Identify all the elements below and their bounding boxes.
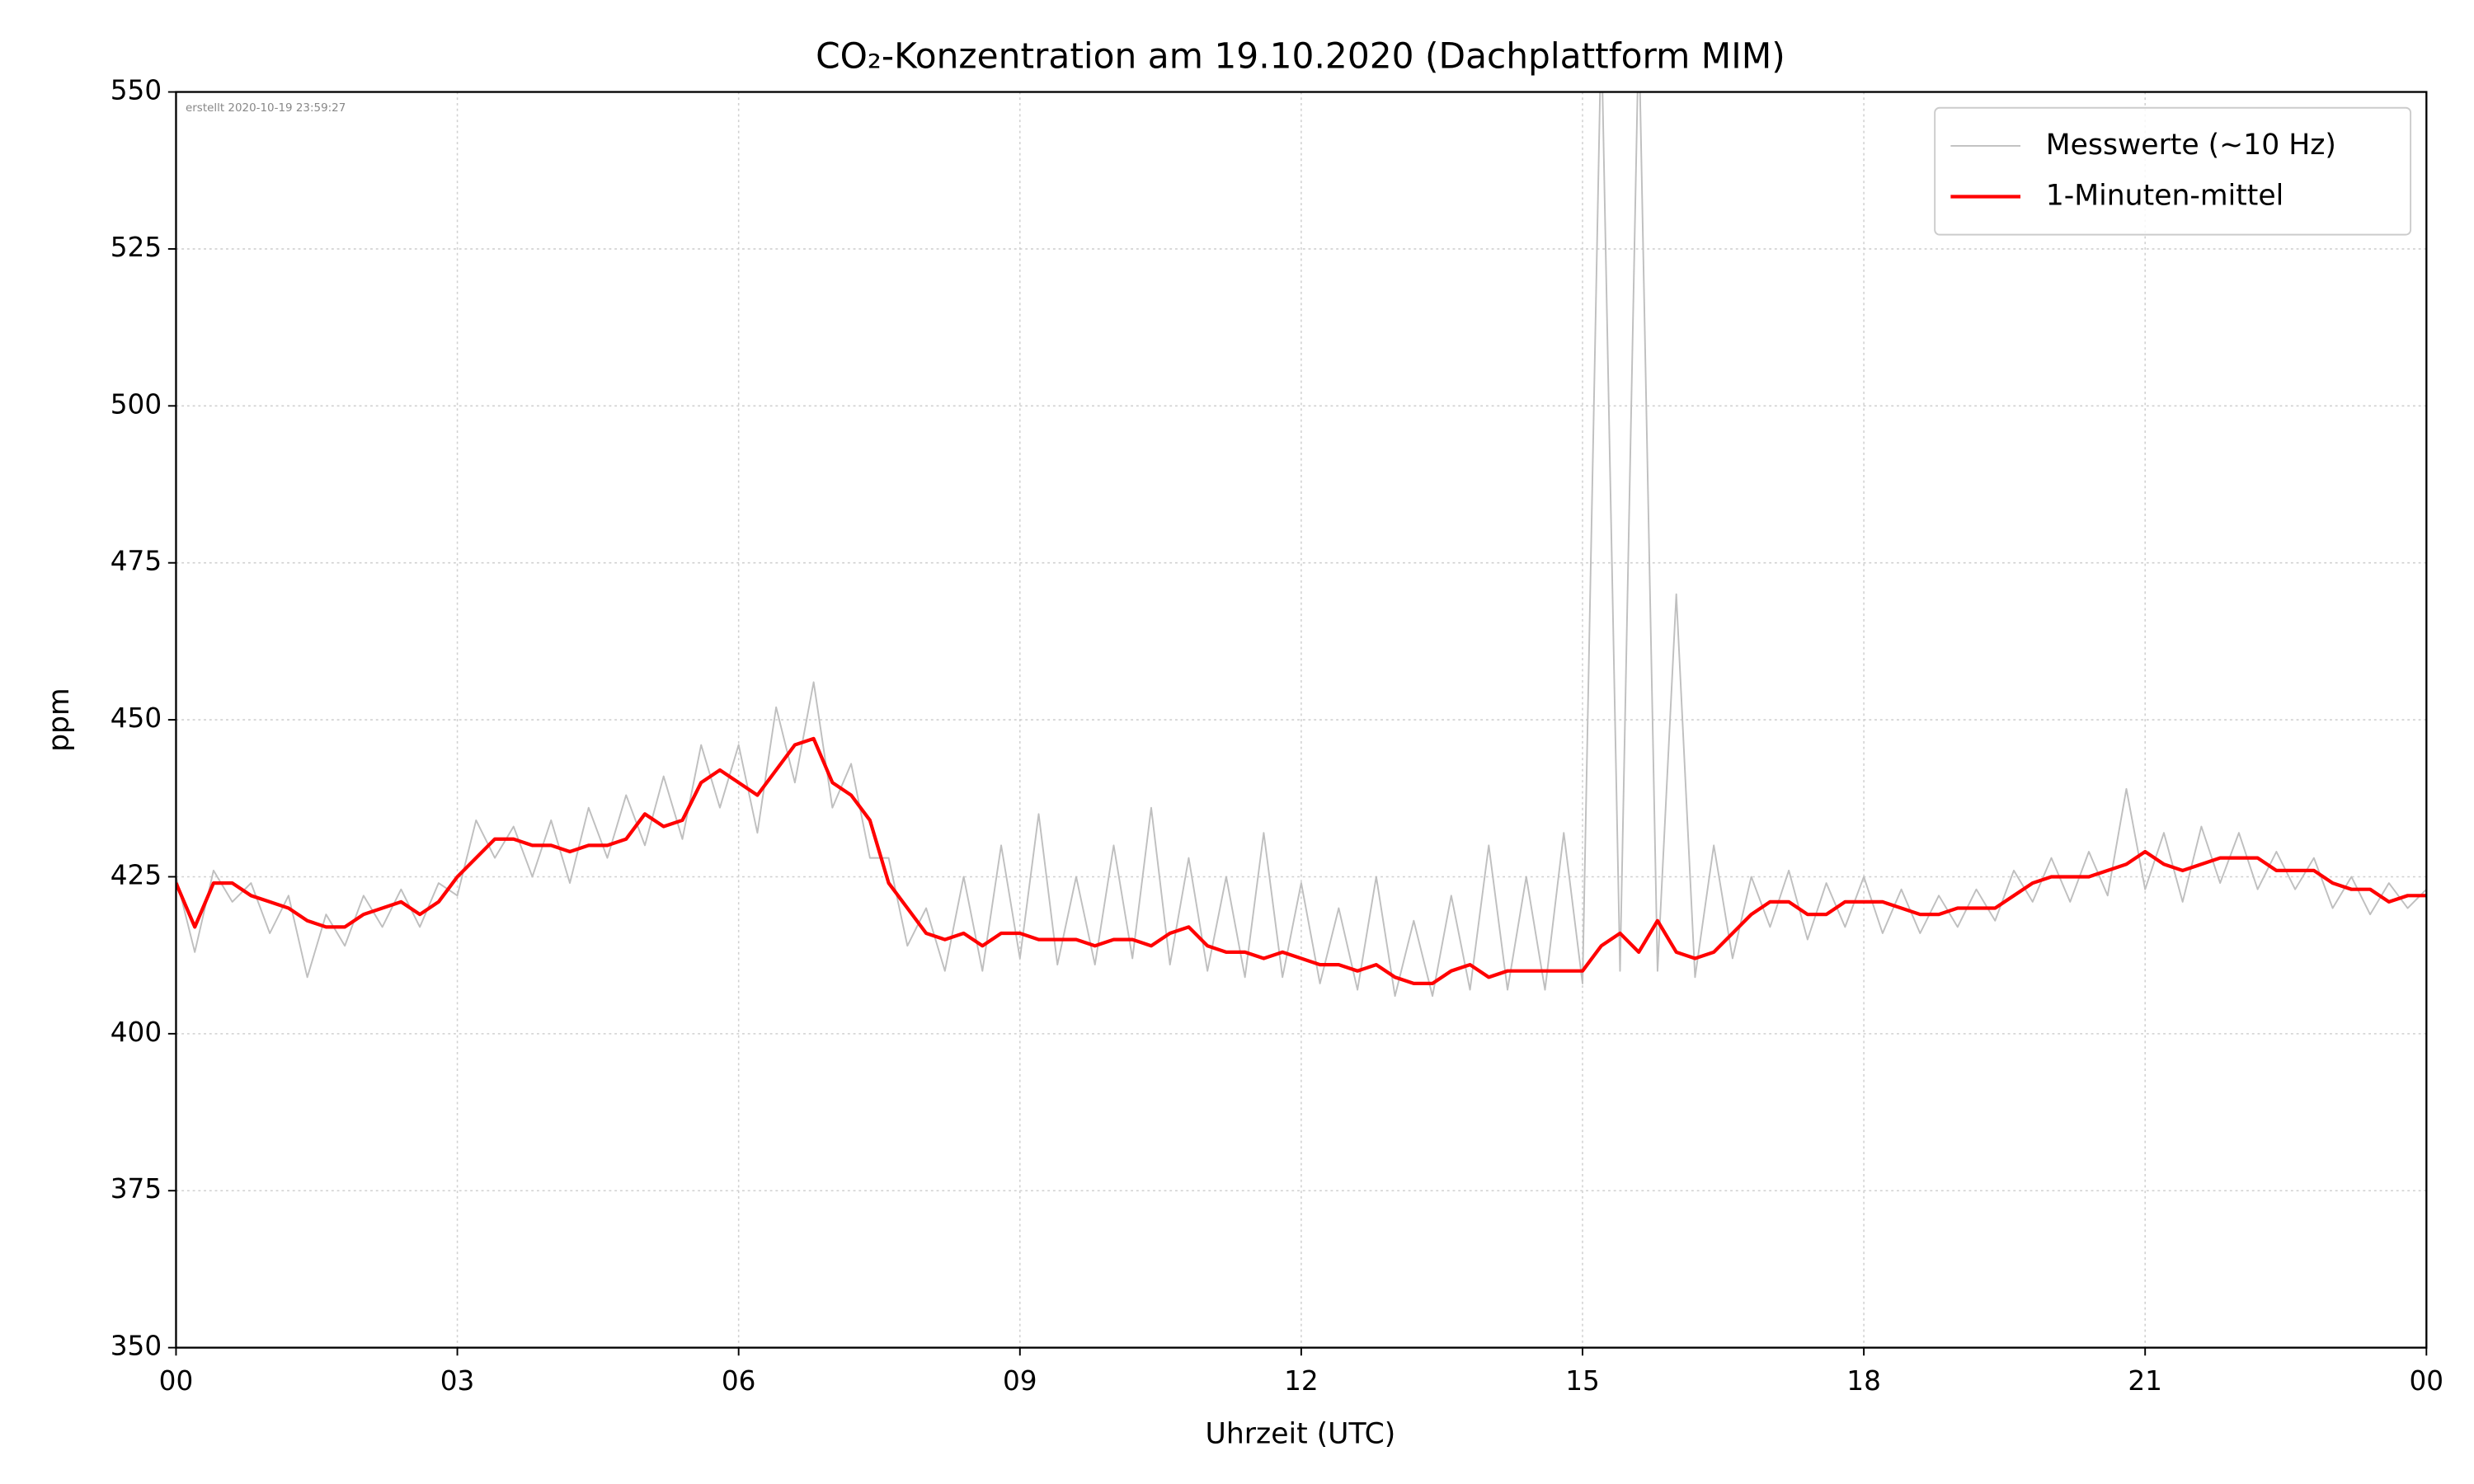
y-tick-label: 500	[111, 388, 162, 420]
annotation: erstellt 2020-10-19 23:59:27	[186, 102, 346, 115]
chart-title: CO₂-Konzentration am 19.10.2020 (Dachpla…	[816, 36, 1785, 77]
x-tick-label: 21	[2128, 1365, 2162, 1397]
x-tick-label: 18	[1846, 1365, 1881, 1397]
x-tick-label: 15	[1565, 1365, 1600, 1397]
x-tick-label: 00	[159, 1365, 194, 1397]
y-tick-label: 400	[111, 1017, 162, 1048]
plot-frame	[175, 91, 2428, 1349]
x-tick-label: 12	[1284, 1365, 1319, 1397]
y-tick-label: 450	[111, 702, 162, 734]
y-tick-label: 550	[111, 75, 162, 106]
x-tick-label: 03	[440, 1365, 475, 1397]
x-tick-label: 06	[722, 1365, 756, 1397]
data-line	[176, 92, 2427, 998]
plot-area	[176, 92, 2427, 998]
y-tick-label: 350	[111, 1331, 162, 1362]
data-line	[176, 736, 2427, 986]
y-tick-label: 525	[111, 232, 162, 263]
y-tick-label: 375	[111, 1173, 162, 1205]
legend-label: Messwerte (~10 Hz)	[2046, 129, 2336, 162]
legend-box	[1934, 106, 2412, 236]
y-axis-label: ppm	[43, 688, 76, 752]
y-tick-label: 425	[111, 859, 162, 890]
legend-label: 1-Minuten-mittel	[2046, 179, 2284, 212]
y-tick-label: 475	[111, 546, 162, 577]
x-tick-label: 09	[1003, 1365, 1037, 1397]
x-axis-label: Uhrzeit (UTC)	[1206, 1417, 1396, 1450]
x-tick-label: 00	[2410, 1365, 2444, 1397]
